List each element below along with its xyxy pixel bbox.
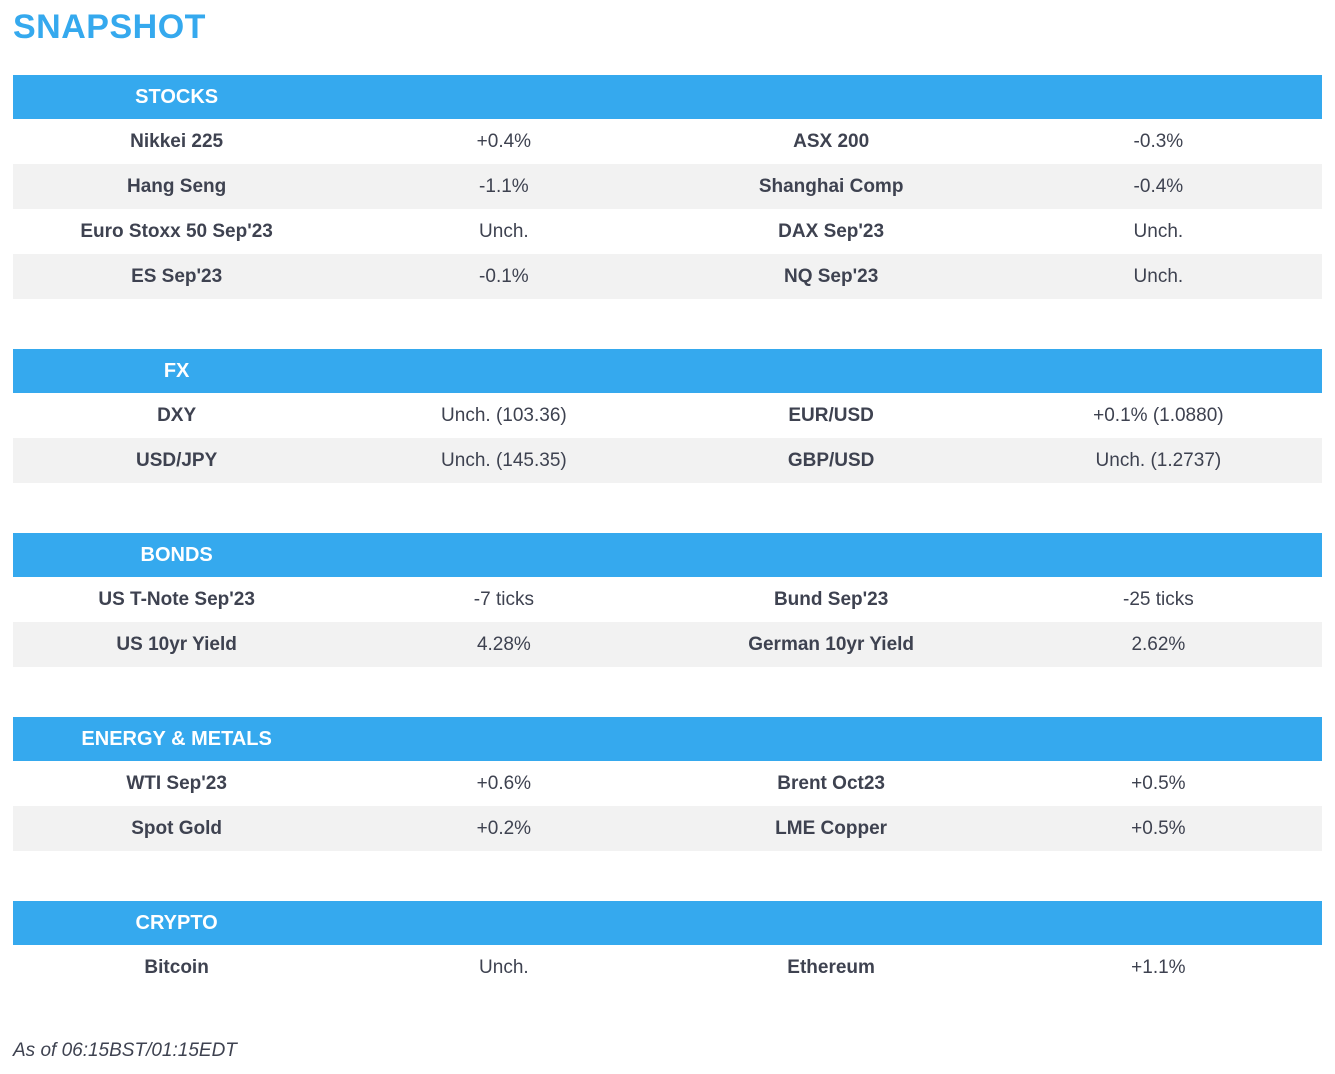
- section-title: ENERGY & METALS: [81, 727, 272, 750]
- instrument-name: WTI Sep'23: [126, 772, 227, 794]
- page-title: SNAPSHOT: [13, 8, 206, 46]
- section-crypto: CRYPTO Bitcoin Unch. Ethereum +1.1%: [13, 901, 1322, 991]
- instrument-name: Spot Gold: [131, 817, 222, 839]
- instrument-name: Euro Stoxx 50 Sep'23: [80, 220, 273, 242]
- section-title: FX: [163, 359, 190, 382]
- instrument-change: Unch. (1.2737): [1095, 449, 1222, 471]
- table-row: Euro Stoxx 50 Sep'23 Unch. DAX Sep'23 Un…: [13, 209, 1322, 255]
- section-title: CRYPTO: [135, 911, 218, 934]
- instrument-name: Hang Seng: [127, 175, 227, 197]
- instrument-name: DAX Sep'23: [778, 220, 885, 242]
- instrument-change: +0.5%: [1131, 817, 1186, 839]
- instrument-change: +0.4%: [476, 130, 532, 152]
- table-row: WTI Sep'23 +0.6% Brent Oct23 +0.5%: [13, 761, 1322, 807]
- instrument-name: DXY: [157, 404, 197, 426]
- instrument-change: -0.4%: [1133, 175, 1184, 197]
- instrument-change: Unch. (145.35): [441, 449, 567, 471]
- section-title: BONDS: [140, 543, 213, 566]
- instrument-name: LME Copper: [775, 817, 888, 839]
- instrument-name: USD/JPY: [135, 449, 218, 471]
- instrument-name: US T-Note Sep'23: [98, 588, 255, 610]
- section-header: STOCKS: [13, 75, 1322, 120]
- instrument-change: +1.1%: [1131, 956, 1186, 978]
- instrument-change: 4.28%: [476, 633, 531, 655]
- table-row: DXY Unch. (103.36) EUR/USD +0.1% (1.0880…: [13, 393, 1322, 439]
- instrument-change: Unch.: [479, 956, 529, 978]
- section-header: CRYPTO: [13, 901, 1322, 946]
- instrument-name: German 10yr Yield: [748, 633, 915, 655]
- instrument-change: Unch.: [1133, 265, 1184, 287]
- instrument-name: Bund Sep'23: [773, 588, 889, 610]
- table-row: USD/JPY Unch. (145.35) GBP/USD Unch. (1.…: [13, 438, 1322, 484]
- instrument-name: NQ Sep'23: [783, 265, 879, 287]
- section-stocks: STOCKS Nikkei 225 +0.4% ASX 200 -0.3% Ha…: [13, 75, 1322, 300]
- instrument-change: -0.3%: [1133, 130, 1184, 152]
- section-header: FX: [13, 349, 1322, 394]
- instrument-name: US 10yr Yield: [116, 633, 237, 655]
- table-row: Nikkei 225 +0.4% ASX 200 -0.3%: [13, 119, 1322, 165]
- instrument-change: -7 ticks: [473, 588, 534, 610]
- timestamp-note: As of 06:15BST/01:15EDT: [13, 1040, 237, 1062]
- section-fx: FX DXY Unch. (103.36) EUR/USD +0.1% (1.0…: [13, 349, 1322, 484]
- section-title: STOCKS: [135, 85, 219, 108]
- instrument-change: Unch.: [1133, 220, 1184, 242]
- instrument-name: ES Sep'23: [131, 265, 223, 287]
- section-rows: Bitcoin Unch. Ethereum +1.1%: [13, 945, 1322, 991]
- instrument-change: -25 ticks: [1123, 588, 1194, 610]
- instrument-change: Unch.: [479, 220, 529, 242]
- instrument-change: 2.62%: [1131, 633, 1186, 655]
- section-rows: Nikkei 225 +0.4% ASX 200 -0.3% Hang Seng…: [13, 119, 1322, 300]
- instrument-name: Bitcoin: [144, 956, 209, 978]
- table-row: ES Sep'23 -0.1% NQ Sep'23 Unch.: [13, 254, 1322, 300]
- section-header: ENERGY & METALS: [13, 717, 1322, 762]
- section-rows: US T-Note Sep'23 -7 ticks Bund Sep'23 -2…: [13, 577, 1322, 668]
- instrument-name: EUR/USD: [788, 404, 874, 426]
- instrument-change: +0.1% (1.0880): [1093, 404, 1224, 426]
- table-row: US 10yr Yield 4.28% German 10yr Yield 2.…: [13, 622, 1322, 668]
- instrument-change: -0.1%: [479, 265, 529, 287]
- section-rows: DXY Unch. (103.36) EUR/USD +0.1% (1.0880…: [13, 393, 1322, 484]
- instrument-change: +0.5%: [1131, 772, 1186, 794]
- instrument-name: Ethereum: [787, 956, 875, 978]
- table-row: US T-Note Sep'23 -7 ticks Bund Sep'23 -2…: [13, 577, 1322, 623]
- section-energy-metals: ENERGY & METALS WTI Sep'23 +0.6% Brent O…: [13, 717, 1322, 852]
- table-row: Spot Gold +0.2% LME Copper +0.5%: [13, 806, 1322, 852]
- section-bonds: BONDS US T-Note Sep'23 -7 ticks Bund Sep…: [13, 533, 1322, 668]
- instrument-change: -1.1%: [479, 175, 529, 197]
- instrument-name: ASX 200: [793, 130, 870, 152]
- section-header: BONDS: [13, 533, 1322, 578]
- instrument-change: Unch. (103.36): [441, 404, 567, 426]
- instrument-name: Nikkei 225: [130, 130, 224, 152]
- section-rows: WTI Sep'23 +0.6% Brent Oct23 +0.5% Spot …: [13, 761, 1322, 852]
- instrument-name: GBP/USD: [787, 449, 875, 471]
- instrument-change: +0.6%: [476, 772, 532, 794]
- table-row: Bitcoin Unch. Ethereum +1.1%: [13, 945, 1322, 991]
- instrument-name: Shanghai Comp: [758, 175, 904, 197]
- instrument-change: +0.2%: [476, 817, 532, 839]
- instrument-name: Brent Oct23: [777, 772, 885, 794]
- table-row: Hang Seng -1.1% Shanghai Comp -0.4%: [13, 164, 1322, 210]
